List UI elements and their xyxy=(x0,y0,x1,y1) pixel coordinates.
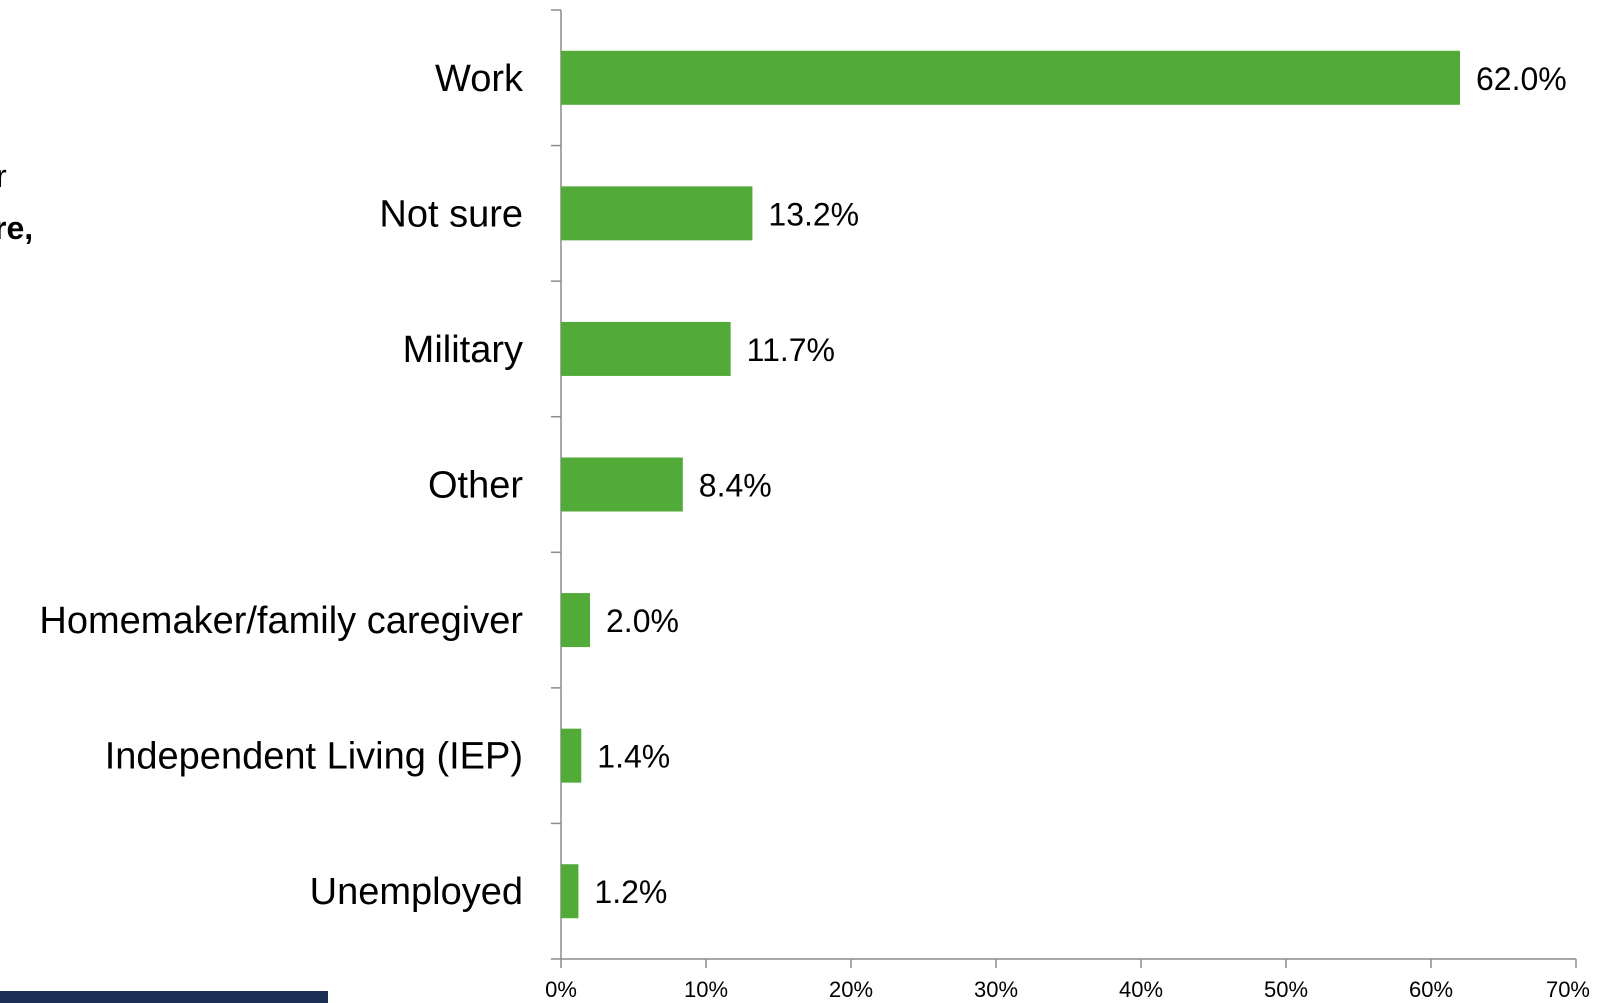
footer-bar xyxy=(0,991,328,1003)
bar xyxy=(561,593,590,648)
x-tick-label: 30% xyxy=(974,977,1018,1002)
bar xyxy=(561,864,579,919)
bars xyxy=(561,50,1460,919)
category-label: Not sure xyxy=(379,193,523,235)
bar xyxy=(561,728,582,783)
x-tick-label: 10% xyxy=(684,977,728,1002)
bar xyxy=(561,457,683,512)
cropped-text-line-1: r xyxy=(0,158,7,194)
value-label: 8.4% xyxy=(699,468,772,504)
category-label: Work xyxy=(435,58,524,100)
value-label: 1.4% xyxy=(597,739,670,775)
cropped-text-line-2: re, xyxy=(0,210,34,246)
bar xyxy=(561,321,731,376)
value-label: 1.2% xyxy=(594,874,667,910)
x-tick-label: 70% xyxy=(1546,977,1590,1002)
value-labels: 62.0% 13.2% 11.7% 8.4% 2.0% 1.4% 1.2% xyxy=(594,61,1566,910)
bar xyxy=(561,50,1460,105)
category-label: Independent Living (IEP) xyxy=(105,736,523,778)
category-label: Other xyxy=(428,465,523,507)
bar xyxy=(561,186,753,241)
value-label: 11.7% xyxy=(747,332,835,368)
category-label: Unemployed xyxy=(310,871,523,913)
category-label: Homemaker/family caregiver xyxy=(39,600,523,642)
value-label: 13.2% xyxy=(768,196,859,232)
x-tick-label: 50% xyxy=(1264,977,1308,1002)
x-tick-label: 60% xyxy=(1409,977,1453,1002)
x-tick-label: 20% xyxy=(829,977,873,1002)
category-labels: Work Not sure Military Other Homemaker/famil… xyxy=(39,58,524,913)
value-label: 62.0% xyxy=(1476,61,1567,97)
x-tick-label: 0% xyxy=(545,977,577,1002)
value-label: 2.0% xyxy=(606,603,679,639)
category-label: Military xyxy=(403,329,523,371)
x-tick-labels: 0% 10% 20% 30% 40% 50% 60% 70% xyxy=(545,977,1590,1002)
x-tick-label: 40% xyxy=(1119,977,1163,1002)
